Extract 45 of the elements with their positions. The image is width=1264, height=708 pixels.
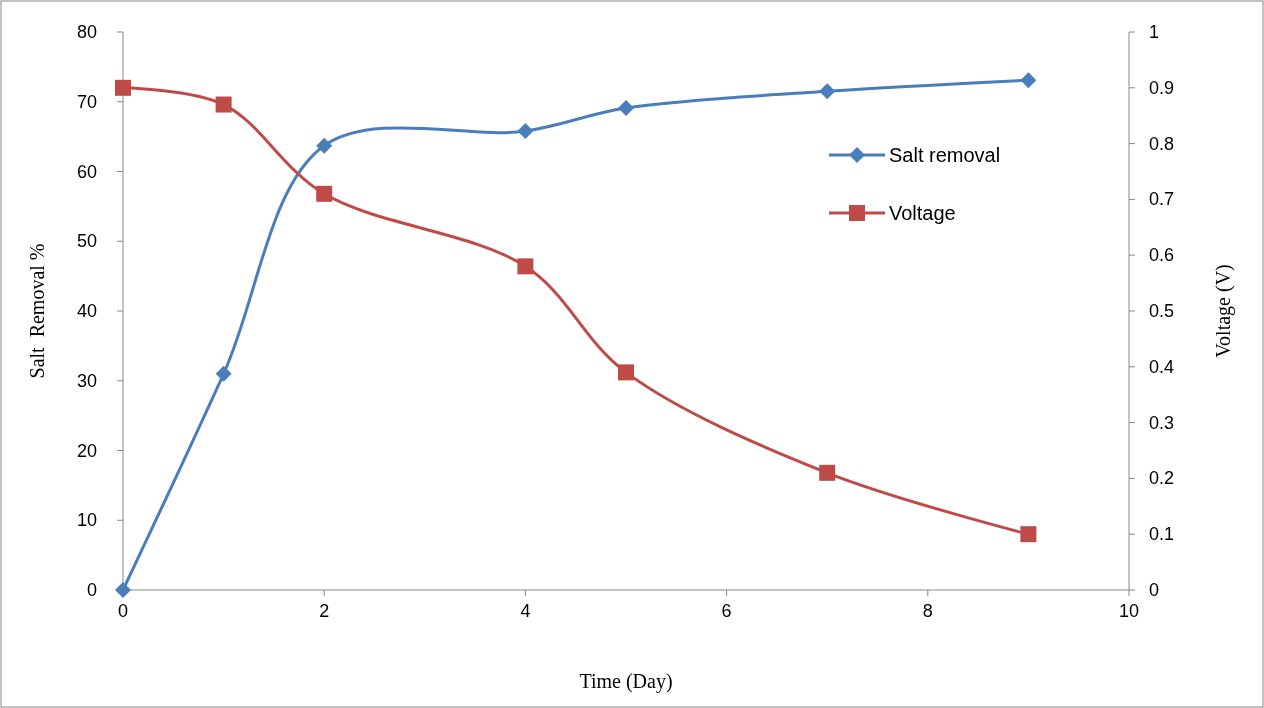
y2-tick-label: 0.4: [1149, 356, 1175, 377]
point: [316, 185, 333, 202]
y-tick-label: 0: [86, 580, 97, 600]
y2-tick-label: 0.7: [1149, 189, 1175, 210]
x-tick-label: 2: [319, 601, 330, 621]
y2-tick-label: 0.3: [1149, 412, 1175, 433]
point: [115, 582, 131, 598]
y2-tick-label: 0: [1149, 580, 1160, 600]
y2-tick-label: 0.9: [1149, 77, 1175, 98]
y-tick-label: 10: [76, 510, 97, 531]
legend-label: Voltage: [889, 202, 956, 224]
point: [215, 365, 232, 382]
point: [819, 464, 836, 481]
point: [316, 137, 333, 154]
y-tick-label: 20: [76, 440, 97, 461]
point: [215, 96, 232, 113]
point: [115, 79, 131, 96]
y2-tick-label: 0.5: [1149, 301, 1175, 321]
legend-label: Salt removal: [889, 144, 1001, 166]
point: [517, 258, 534, 275]
point: [517, 123, 534, 140]
point: [618, 100, 634, 117]
point: [1020, 526, 1037, 543]
x-tick-label: 4: [520, 601, 531, 621]
y2-tick-label: 0.2: [1149, 468, 1175, 489]
y-tick-label: 80: [76, 22, 97, 42]
y-tick-label: 30: [76, 370, 97, 391]
y-tick-label: 50: [76, 231, 97, 252]
y-tick-label: 40: [76, 301, 97, 321]
y-tick-label: 70: [76, 91, 97, 112]
point: [618, 364, 634, 381]
point: [819, 83, 836, 100]
y2-tick-label: 1: [1149, 22, 1160, 42]
y2-tick-label: 0.8: [1149, 133, 1175, 154]
y2-tick-label: 0.1: [1149, 524, 1175, 545]
x-tick-label: 6: [721, 601, 732, 621]
x-tick-label: 10: [1118, 601, 1140, 621]
y2-tick-label: 0.6: [1149, 245, 1175, 266]
x-axis-title: Time (Day): [579, 670, 673, 693]
y-axis-title: Salt Removal %: [26, 243, 48, 379]
y-tick-label: 60: [76, 161, 97, 182]
y2-axis-title: Voltage (V): [1212, 264, 1235, 358]
point: [1020, 72, 1037, 89]
x-tick-label: 0: [117, 601, 129, 621]
x-tick-label: 8: [922, 601, 933, 621]
